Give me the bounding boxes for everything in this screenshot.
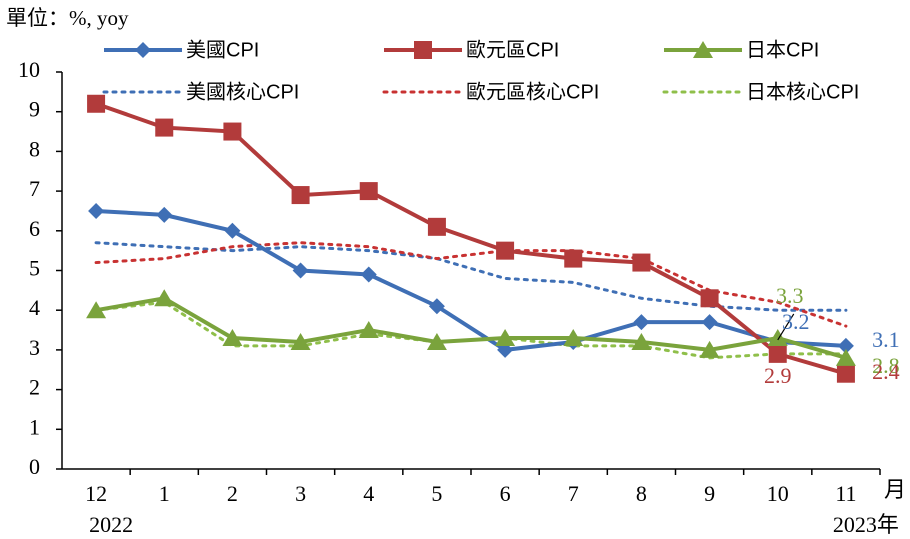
- x-tick-label: 6: [500, 481, 511, 506]
- y-tick-label: 0: [29, 454, 40, 479]
- x-tick-label: 3: [295, 481, 306, 506]
- marker: [701, 314, 718, 331]
- series-line: [95, 296, 847, 360]
- marker: [631, 332, 652, 350]
- marker: [835, 348, 856, 366]
- marker: [693, 41, 713, 58]
- y-tick-label: 1: [29, 414, 40, 439]
- marker: [86, 301, 107, 319]
- year-label: 2023年: [833, 512, 899, 537]
- x-tick-label: 11: [835, 481, 856, 506]
- marker: [427, 217, 446, 236]
- y-tick-label: 4: [29, 295, 40, 320]
- year-label: 2022: [89, 512, 133, 537]
- legend-label: 美國核心CPI: [186, 80, 299, 103]
- data-label: 2.9: [764, 363, 792, 388]
- marker: [496, 241, 515, 260]
- marker: [359, 182, 378, 201]
- y-tick-label: 5: [29, 256, 40, 281]
- series-line: [95, 101, 847, 376]
- unit-label: 單位：%, yoy: [6, 6, 129, 30]
- marker: [224, 222, 241, 239]
- marker: [358, 321, 379, 339]
- marker: [700, 289, 719, 308]
- data-label: 2.4: [872, 359, 900, 384]
- legend-label: 美國CPI: [186, 38, 259, 61]
- marker: [156, 206, 173, 223]
- y-tick-label: 2: [29, 375, 40, 400]
- marker: [135, 42, 151, 58]
- x-tick-label: 8: [636, 481, 647, 506]
- legend-item: 日本核心CPI: [662, 80, 859, 103]
- data-label: 3.1: [872, 327, 900, 352]
- marker: [767, 328, 788, 346]
- marker: [291, 186, 310, 205]
- marker: [495, 328, 516, 346]
- x-tick-label: 10: [767, 481, 789, 506]
- y-tick-label: 6: [29, 216, 40, 241]
- marker: [154, 289, 175, 307]
- legend-item: 歐元區核心CPI: [382, 80, 599, 103]
- legend-item: 美國核心CPI: [102, 80, 299, 103]
- series-line: [94, 241, 848, 312]
- series-line: [94, 241, 848, 328]
- data-label: 3.3: [776, 283, 804, 308]
- legend-item: 美國CPI: [104, 38, 259, 61]
- x-tick-label: 1: [159, 481, 170, 506]
- x-tick-label: 7: [568, 481, 579, 506]
- marker: [428, 298, 445, 315]
- marker: [223, 122, 242, 141]
- marker: [87, 94, 106, 113]
- marker: [633, 314, 650, 331]
- y-tick-label: 3: [29, 335, 40, 360]
- x-tick-label: 9: [704, 481, 715, 506]
- x-tick-label: 5: [431, 481, 442, 506]
- legend-label: 日本核心CPI: [746, 80, 859, 103]
- x-tick-label: 12: [85, 481, 107, 506]
- marker: [360, 266, 377, 283]
- marker: [836, 364, 855, 383]
- y-tick-label: 8: [29, 136, 40, 161]
- marker: [768, 344, 787, 363]
- x-unit-label: 月: [884, 477, 906, 502]
- legend-label: 歐元區核心CPI: [466, 80, 599, 103]
- marker: [563, 328, 584, 346]
- marker: [290, 332, 311, 350]
- marker: [414, 41, 432, 59]
- y-tick-label: 10: [18, 57, 40, 82]
- y-tick-label: 7: [29, 176, 40, 201]
- legend-item: 日本CPI: [664, 38, 819, 61]
- marker: [292, 262, 309, 279]
- marker: [632, 253, 651, 272]
- marker: [155, 118, 174, 137]
- legend-label: 歐元區CPI: [466, 38, 559, 61]
- x-tick-label: 4: [363, 481, 374, 506]
- marker: [837, 337, 854, 354]
- legend-label: 日本CPI: [746, 38, 819, 61]
- label-leader: [777, 313, 795, 341]
- marker: [88, 202, 105, 219]
- x-tick-label: 2: [227, 481, 238, 506]
- data-label: 3.2: [782, 309, 810, 334]
- marker: [426, 332, 447, 350]
- legend-item: 歐元區CPI: [384, 38, 559, 61]
- series-line: [95, 208, 847, 352]
- data-label: 2.8: [872, 353, 900, 378]
- y-tick-label: 9: [29, 97, 40, 122]
- marker: [222, 328, 243, 346]
- marker: [564, 249, 583, 268]
- marker: [699, 340, 720, 358]
